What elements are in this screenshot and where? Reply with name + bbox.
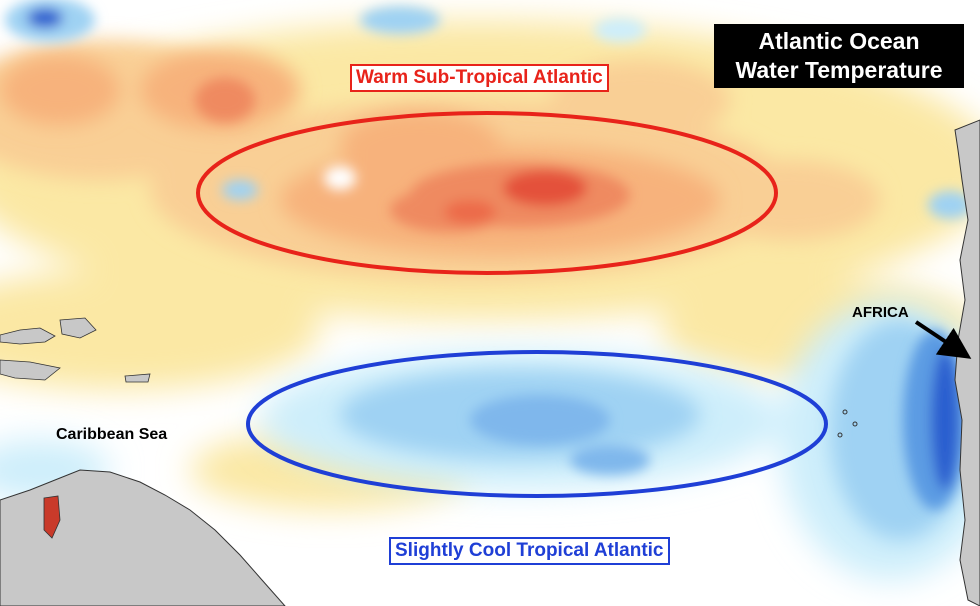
- cool-region-outline: [246, 350, 828, 498]
- arrow-icon: [914, 320, 972, 359]
- africa-label: AFRICA: [852, 304, 909, 321]
- map-title-line1: Atlantic Ocean: [758, 28, 920, 54]
- land-south-america: [0, 469, 286, 606]
- warm-region-outline: [196, 111, 778, 275]
- warm-region-label: Warm Sub-Tropical Atlantic: [350, 64, 609, 92]
- cape-verde-islands: [837, 409, 858, 438]
- cool-region-label: Slightly Cool Tropical Atlantic: [389, 537, 670, 565]
- land-africa: [954, 119, 980, 606]
- land-caribbean-islands: [0, 317, 151, 383]
- map-title: Atlantic Ocean Water Temperature: [714, 24, 964, 88]
- cool-anomaly-strong: [470, 330, 967, 510]
- warm-anomaly-hot: [195, 78, 630, 232]
- caribbean-sea-label: Caribbean Sea: [56, 426, 168, 443]
- map-title-line2: Water Temperature: [735, 57, 943, 83]
- cool-spots-north: [5, 0, 972, 219]
